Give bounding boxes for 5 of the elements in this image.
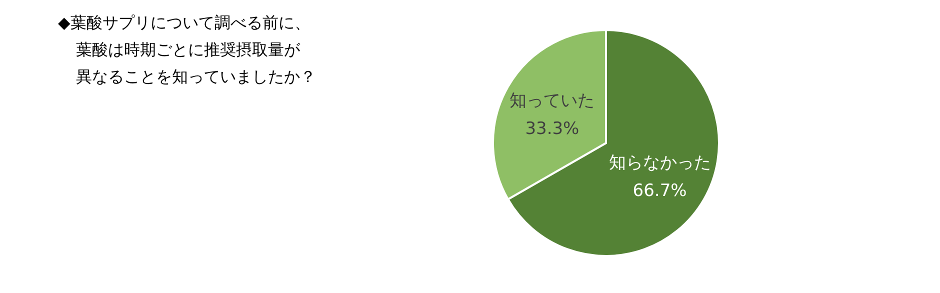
slice-label: 知らなかった bbox=[608, 153, 711, 174]
slice-label: 知っていた bbox=[510, 90, 595, 111]
text: ◆葉酸サプリについて調べる前に、葉酸は時期ごとに推奨摂取量が異なることを知っていましたか？ bbox=[58, 13, 316, 86]
data-label: 66.7% bbox=[632, 181, 687, 202]
data-label: 33.3% bbox=[525, 118, 580, 139]
